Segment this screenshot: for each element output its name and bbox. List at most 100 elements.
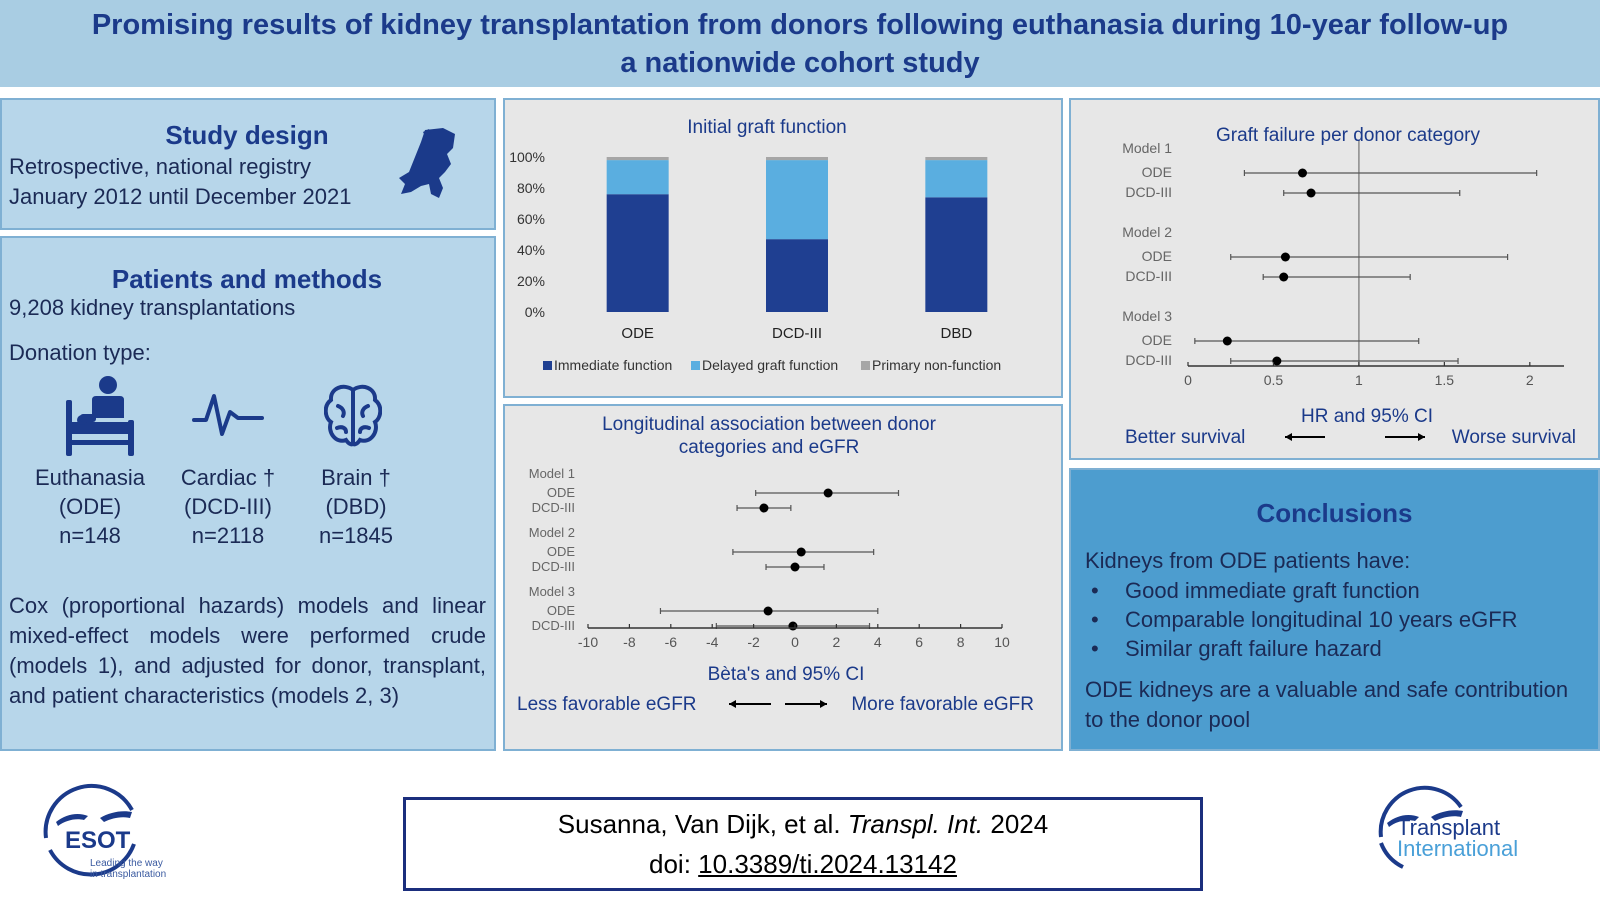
patients-heading: Patients and methods [111, 264, 383, 294]
conclusions-intro: Kidneys from ODE patients have: [1085, 548, 1411, 573]
legend-label: Immediate function [554, 357, 672, 373]
model-label: Model 2 [529, 525, 575, 540]
esot-logo: ESOT Leading the way in transplantation [43, 784, 166, 880]
esot-name: ESOT [65, 827, 131, 854]
right-arrow-head [820, 700, 827, 708]
chart-title-line-2: categories and eGFR [679, 437, 860, 458]
estimate-point [763, 606, 773, 616]
x-tick-label: 8 [957, 634, 965, 650]
row-label: DCD-III [1125, 184, 1172, 200]
y-tick-label: 100% [509, 149, 545, 165]
heartbeat-icon [192, 394, 264, 436]
bar-dcd-iii-series-1 [766, 160, 828, 240]
y-tick-label: 80% [517, 180, 545, 196]
esot-tagline-1: Leading the way [90, 858, 163, 869]
doi-prefix: doi: [649, 849, 691, 879]
estimate-point [1222, 336, 1232, 346]
estimate-point [1279, 272, 1289, 282]
title-line-1: Promising results of kidney transplantat… [91, 8, 1509, 41]
doi-link[interactable]: 10.3389/ti.2024.13142 [698, 849, 957, 879]
x-tick-label: DCD-III [772, 325, 822, 342]
bar-dbd-series-1 [925, 160, 988, 198]
chart-title: Graft failure per donor category [1216, 125, 1481, 146]
x-tick-label: -8 [623, 634, 636, 650]
x-tick-label: 1 [1355, 372, 1363, 388]
estimate-point [1306, 188, 1316, 198]
category-n: n=2118 [191, 523, 265, 548]
doi-line: doi: 10.3389/ti.2024.13142 [406, 844, 1200, 884]
study-design-period: January 2012 until December 2021 [9, 184, 352, 209]
estimate-point [1298, 168, 1308, 178]
x-tick-label: 10 [994, 634, 1010, 650]
transplant-international-logo: Transplant International [1378, 785, 1518, 869]
category-abbr: (DCD-III) [184, 494, 272, 519]
graft-function-chart-panel: Initial graft function 0% 20% 40% 60% 80% 100%… [503, 98, 1063, 398]
ti-line-2: International [1397, 836, 1518, 861]
row-label: ODE [547, 485, 576, 500]
estimate-point [788, 621, 798, 631]
conclusions-closing: ODE kidneys are a valuable and safe cont… [1085, 677, 1569, 732]
graft-failure-forest-plot: Model 1 ODE DCD-III Model 2 ODE DCD-III Model … [1122, 125, 1576, 448]
row-label: DCD-III [532, 618, 575, 633]
row-label: DCD-III [1125, 268, 1172, 284]
right-note: Worse survival [1452, 427, 1576, 448]
x-tick-label: 4 [874, 634, 882, 650]
title-line-2: a nationwide cohort study [620, 46, 980, 79]
row-label: DCD-III [1125, 352, 1172, 368]
category-brain: Brain † (DBD) n=1845 [291, 463, 421, 550]
x-tick-label: -10 [578, 634, 598, 650]
row-label: ODE [547, 544, 576, 559]
citation-journal: Transpl. Int. [847, 809, 984, 839]
study-design-type: Retrospective, national registry [9, 154, 312, 179]
legend-swatch [691, 361, 700, 370]
study-design-heading: Study design [165, 120, 329, 150]
bar-dcd-iii-series-0 [766, 239, 828, 312]
model-label: Model 3 [1122, 308, 1172, 324]
conclusion-bullet: Good immediate graft function [1085, 576, 1518, 605]
y-tick-label: 40% [517, 242, 545, 258]
estimate-point [823, 488, 833, 498]
conclusions-panel: Conclusions Kidneys from ODE patients ha… [1069, 468, 1600, 751]
left-arrow-head [1285, 433, 1292, 441]
chart-title-line-1: Longitudinal association between donor [602, 414, 936, 435]
x-tick-label: ODE [621, 325, 654, 342]
left-note: Better survival [1125, 427, 1245, 448]
methods-description: Cox (proportional hazards) models and li… [9, 593, 486, 708]
y-tick-label: 0% [525, 304, 545, 320]
model-label: Model 3 [529, 584, 575, 599]
estimate-point [1280, 252, 1290, 262]
x-tick-label: 0 [791, 634, 799, 650]
left-note: Less favorable eGFR [517, 694, 697, 715]
category-n: n=148 [59, 523, 121, 548]
category-euthanasia: Euthanasia (ODE) n=148 [25, 463, 155, 550]
graft-function-chart: Initial graft function 0% 20% 40% 60% 80% 100%… [509, 117, 1001, 373]
category-n: n=1845 [318, 523, 394, 548]
y-tick-label: 20% [517, 273, 545, 289]
estimate-point [759, 503, 769, 513]
model-label: Model 1 [1122, 140, 1172, 156]
row-label: ODE [1142, 164, 1172, 180]
bar-ode-series-0 [606, 194, 669, 312]
bar-dcd-iii-series-2 [766, 157, 828, 161]
x-tick-label: 2 [1526, 372, 1534, 388]
legend-swatch [861, 361, 870, 370]
legend-swatch [543, 361, 552, 370]
x-tick-label: 6 [915, 634, 923, 650]
x-axis-label: Bèta's and 95% CI [708, 664, 865, 685]
bar-dbd-series-2 [925, 157, 988, 161]
bar-dbd-series-0 [925, 197, 988, 312]
egfr-chart-panel: Model 1 ODE DCD-III Model 2 ODE DCD-III Model … [503, 404, 1063, 751]
conclusion-bullet: Comparable longitudinal 10 years eGFR [1085, 605, 1518, 634]
estimate-point [1272, 356, 1282, 366]
row-label: DCD-III [532, 500, 575, 515]
model-label: Model 2 [1122, 224, 1172, 240]
y-tick-label: 60% [517, 211, 545, 227]
citation-year: 2024 [990, 809, 1049, 839]
x-tick-label: DBD [940, 325, 972, 342]
x-tick-label: 0 [1184, 372, 1192, 388]
right-note: More favorable eGFR [851, 694, 1034, 715]
row-label: ODE [1142, 332, 1172, 348]
x-axis-label: HR and 95% CI [1301, 406, 1433, 427]
transplant-count: 9,208 kidney transplantations [9, 295, 296, 320]
